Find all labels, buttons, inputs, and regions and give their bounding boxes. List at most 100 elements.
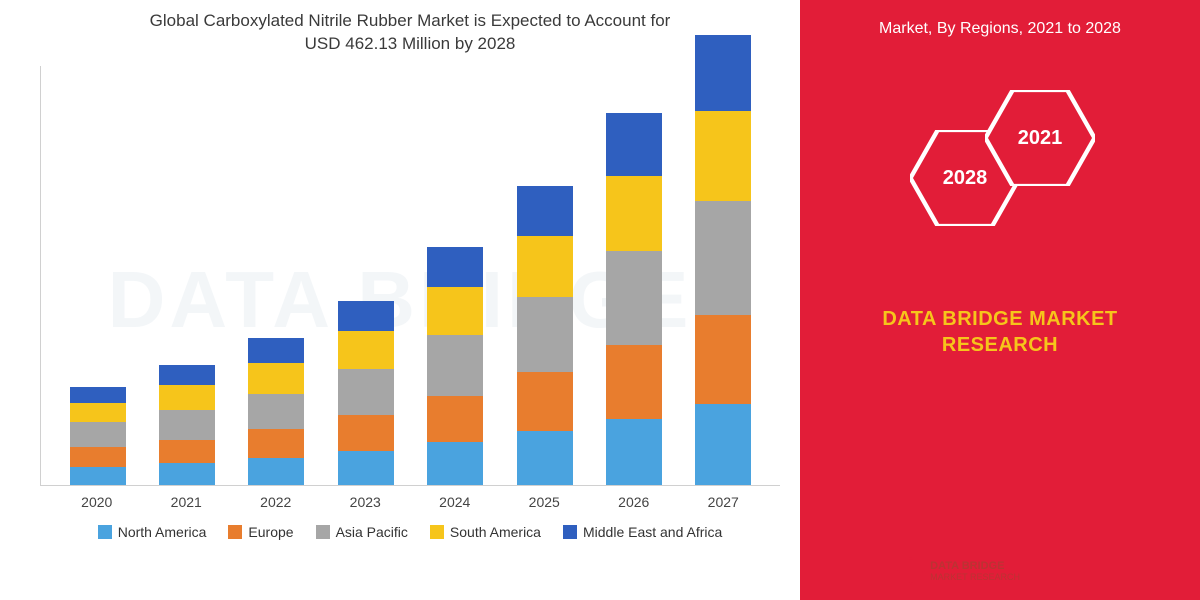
bar-column [589, 113, 678, 485]
x-tick-label: 2027 [679, 494, 769, 510]
bar-segment [517, 431, 573, 485]
bar-segment [70, 467, 126, 485]
legend-swatch [98, 525, 112, 539]
bar-segment [338, 451, 394, 485]
bar-segment [427, 442, 483, 485]
bar-segment [606, 251, 662, 346]
bar-segment [159, 440, 215, 463]
hex-back-label: 2028 [943, 167, 988, 190]
bar-segment [427, 396, 483, 442]
legend-label: Europe [248, 524, 293, 540]
x-tick-label: 2020 [52, 494, 142, 510]
x-tick-label: 2024 [410, 494, 500, 510]
x-tick-label: 2023 [321, 494, 411, 510]
bar-stack [606, 113, 662, 485]
x-tick-label: 2025 [500, 494, 590, 510]
bar-stack [517, 186, 573, 484]
bar-column [142, 365, 231, 485]
bar-segment [70, 403, 126, 423]
bar-segment [606, 176, 662, 251]
bar-segment [159, 365, 215, 385]
bar-segment [70, 387, 126, 403]
bar-stack [427, 247, 483, 485]
bar-segment [248, 394, 304, 430]
legend-item: Europe [228, 524, 293, 540]
bar-segment [695, 35, 751, 112]
bar-segment [517, 236, 573, 297]
legend-label: North America [118, 524, 207, 540]
legend-item: North America [98, 524, 207, 540]
legend-item: Asia Pacific [316, 524, 408, 540]
footer-logo: DATA BRIDGE MARKET RESEARCH [900, 560, 1020, 582]
chart-plot-area [40, 66, 780, 486]
bar-segment [338, 331, 394, 369]
bar-column [411, 247, 500, 485]
bar-column [53, 387, 142, 485]
bar-segment [248, 363, 304, 393]
legend-label: South America [450, 524, 541, 540]
bar-segment [159, 385, 215, 410]
bars-row [41, 66, 780, 485]
brand-name: DATA BRIDGE MARKET RESEARCH [882, 306, 1117, 358]
bar-segment [427, 335, 483, 396]
hex-front-label: 2021 [1018, 127, 1063, 150]
bar-segment [606, 345, 662, 418]
bar-segment [606, 113, 662, 176]
legend-swatch [228, 525, 242, 539]
chart-panel: DATA BRIDGE Global Carboxylated Nitrile … [0, 0, 800, 600]
chart-title: Global Carboxylated Nitrile Rubber Marke… [130, 10, 690, 56]
legend-item: Middle East and Africa [563, 524, 722, 540]
legend-label: Asia Pacific [336, 524, 408, 540]
legend-swatch [563, 525, 577, 539]
bar-segment [70, 422, 126, 447]
x-tick-label: 2021 [142, 494, 232, 510]
footer-logo-icon [896, 555, 927, 586]
bar-stack [70, 387, 126, 485]
footer-logo-subtext: MARKET RESEARCH [930, 572, 1020, 582]
legend-swatch [430, 525, 444, 539]
bar-segment [695, 404, 751, 484]
bar-segment [338, 415, 394, 451]
brand-line-2: RESEARCH [882, 332, 1117, 358]
bar-stack [248, 338, 304, 485]
bar-segment [159, 410, 215, 440]
x-axis-labels: 20202021202220232024202520262027 [40, 486, 780, 510]
bar-segment [338, 301, 394, 331]
bar-segment [517, 186, 573, 236]
x-tick-label: 2022 [231, 494, 321, 510]
bar-segment [70, 447, 126, 467]
bar-stack [338, 301, 394, 485]
bar-stack [695, 35, 751, 485]
legend-label: Middle East and Africa [583, 524, 722, 540]
bar-segment [695, 315, 751, 404]
bar-segment [248, 429, 304, 458]
legend-item: South America [430, 524, 541, 540]
x-tick-label: 2026 [589, 494, 679, 510]
bar-segment [517, 297, 573, 372]
footer-logo-text-wrap: DATA BRIDGE MARKET RESEARCH [930, 560, 1020, 582]
bar-segment [517, 372, 573, 431]
bar-segment [695, 201, 751, 315]
brand-line-1: DATA BRIDGE MARKET [882, 306, 1117, 332]
bar-segment [606, 419, 662, 485]
bar-segment [695, 111, 751, 200]
bar-segment [248, 458, 304, 485]
footer-logo-text: DATA BRIDGE [930, 560, 1020, 572]
bar-segment [338, 369, 394, 415]
bar-segment [159, 463, 215, 484]
bar-column [500, 186, 589, 484]
bar-column [232, 338, 321, 485]
bar-stack [159, 365, 215, 485]
bar-segment [248, 338, 304, 363]
legend: North America Europe Asia Pacific South Ame… [40, 524, 780, 540]
hex-front: 2021 [985, 90, 1095, 186]
bar-column [321, 301, 410, 485]
side-panel-title: Market, By Regions, 2021 to 2028 [879, 18, 1121, 40]
side-panel: Market, By Regions, 2021 to 2028 2028 20… [800, 0, 1200, 600]
legend-swatch [316, 525, 330, 539]
bar-segment [427, 287, 483, 335]
hexagon-graphic: 2028 2021 [890, 90, 1110, 270]
bar-column [679, 35, 768, 485]
bar-segment [427, 247, 483, 286]
main-layout: DATA BRIDGE Global Carboxylated Nitrile … [0, 0, 1200, 600]
